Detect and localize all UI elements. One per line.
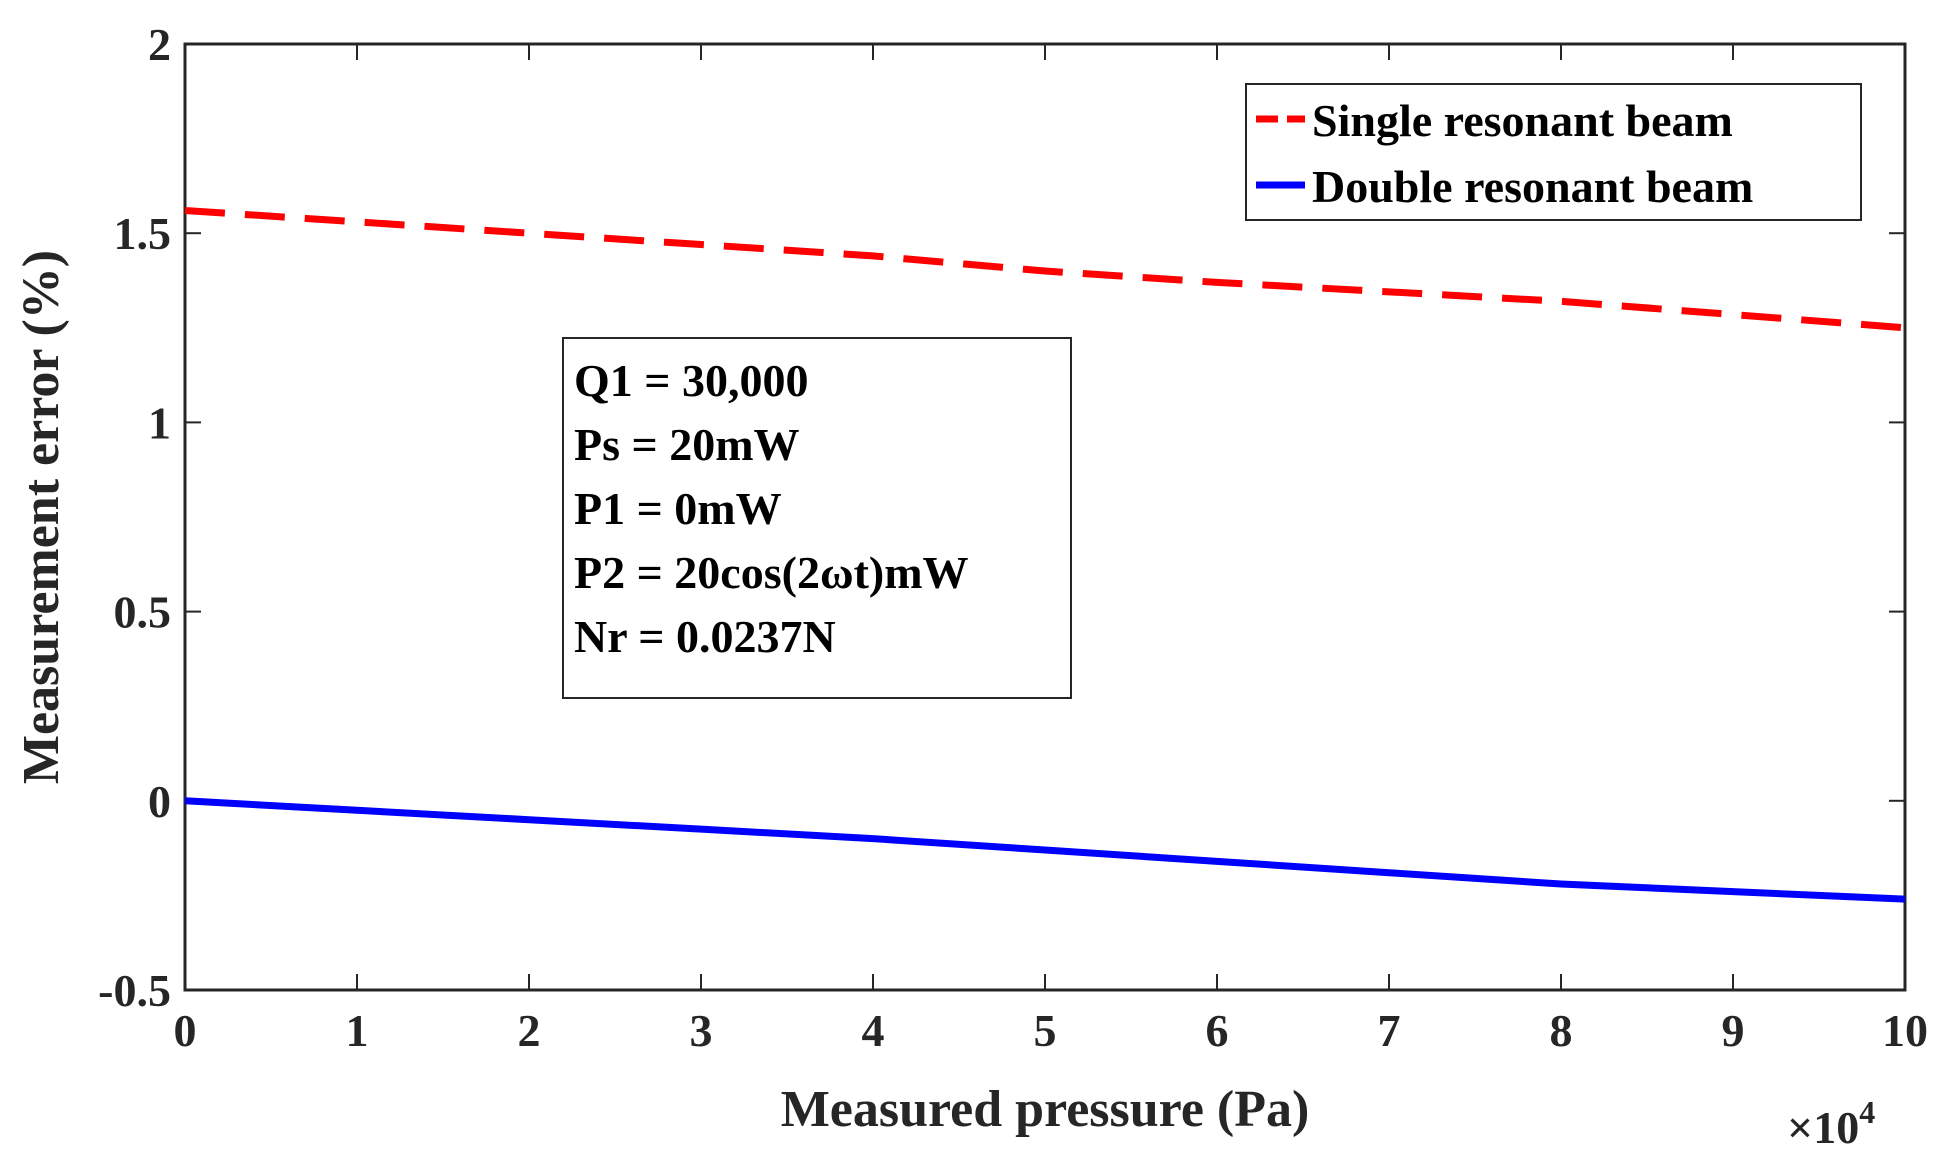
x-tick-label: 5 — [1034, 1005, 1057, 1056]
x-tick-labels: 0 1 2 3 4 5 6 7 8 9 10 — [174, 1005, 1929, 1056]
x-tick-label: 10 — [1882, 1005, 1928, 1056]
x-tick-label: 8 — [1550, 1005, 1573, 1056]
x-tick-label: 2 — [518, 1005, 541, 1056]
x-tick-label: 7 — [1378, 1005, 1401, 1056]
x-tick-label: 9 — [1722, 1005, 1745, 1056]
legend-label-double: Double resonant beam — [1312, 161, 1753, 212]
x-tick-label: 0 — [174, 1005, 197, 1056]
x-tick-label: 6 — [1206, 1005, 1229, 1056]
y-tick-label: 1 — [148, 397, 171, 448]
series-lines — [184, 207, 1906, 903]
annotation-line-p2: P2 = 20cos(2ωt)mW — [574, 547, 969, 598]
x-exponent-base: ×10 — [1787, 1102, 1859, 1153]
annotation-box — [562, 337, 1072, 699]
y-tick-label: 1.5 — [114, 208, 172, 259]
x-exponent-power: 4 — [1859, 1094, 1875, 1130]
x-exponent-label: ×104 — [1787, 1094, 1875, 1153]
annotation-line-q1: Q1 = 30,000 — [574, 355, 809, 406]
series-line-double-resonant-beam — [184, 797, 1906, 903]
y-axis-title: Measurement error (%) — [13, 250, 70, 784]
y-tick-label: -0.5 — [98, 965, 171, 1016]
y-tick-label: 0 — [148, 776, 171, 827]
y-tick-labels: -0.5 0 0.5 1 1.5 2 — [98, 19, 171, 1016]
x-axis-title: Measured pressure (Pa) — [781, 1081, 1310, 1138]
x-tick-label: 4 — [862, 1005, 885, 1056]
y-tick-label: 2 — [148, 19, 171, 70]
y-tick-label: 0.5 — [114, 587, 172, 638]
annotation-line-ps: Ps = 20mW — [574, 419, 800, 470]
axis-ticks — [184, 43, 1906, 991]
legend-label-single: Single resonant beam — [1312, 95, 1733, 146]
x-tick-label: 3 — [690, 1005, 713, 1056]
legend-box — [1245, 83, 1862, 221]
annotation-line-p1: P1 = 0mW — [574, 483, 782, 534]
x-tick-label: 1 — [346, 1005, 369, 1056]
annotation-line-nr: Nr = 0.0237N — [574, 611, 836, 662]
legend: Single resonant beam Double resonant bea… — [1245, 83, 1862, 221]
series-line-single-resonant-beam — [184, 207, 1906, 332]
parameter-annotation: Q1 = 30,000 Ps = 20mW P1 = 0mW P2 = 20co… — [562, 337, 1072, 699]
